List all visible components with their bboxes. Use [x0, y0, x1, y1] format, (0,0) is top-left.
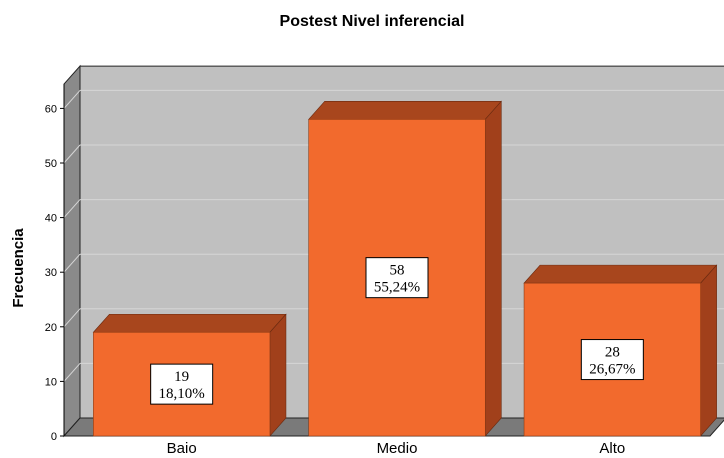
- bar-side: [700, 264, 717, 437]
- data-label-percent: 18,10%: [159, 386, 205, 402]
- y-axis: 0 10 20 30 40 50 60: [45, 84, 65, 443]
- x-axis: Baio Medio Alto: [167, 440, 626, 457]
- bar-top: [308, 101, 502, 120]
- grid-line-side: [63, 199, 81, 218]
- grid-line-side: [63, 363, 81, 382]
- y-axis-label: Frecuencia: [10, 228, 27, 308]
- y-tick-label: 40: [45, 213, 57, 225]
- y-tick-label: 30: [45, 267, 57, 279]
- grid-line-side: [63, 90, 81, 109]
- data-label-percent: 55,24%: [374, 280, 420, 296]
- y-tick-label: 0: [51, 431, 57, 443]
- data-label-value: 19: [174, 369, 189, 385]
- data-label-box: [150, 363, 214, 405]
- x-tick-label: Baio: [167, 440, 197, 457]
- data-label-percent: 26,67%: [589, 362, 635, 378]
- grid-line-side: [63, 253, 81, 273]
- data-label-value: 28: [605, 345, 620, 361]
- x-tick-label: Medio: [377, 440, 418, 457]
- data-label-box: [365, 257, 429, 299]
- grid-line-side: [63, 144, 81, 164]
- data-label-value: 58: [390, 263, 405, 279]
- bar-side: [269, 313, 287, 437]
- data-label-box: [580, 339, 644, 381]
- bar-top: [523, 264, 718, 284]
- y-tick-label: 20: [45, 322, 57, 334]
- y-tick-label: 10: [45, 376, 57, 388]
- x-tick-label: Alto: [599, 440, 625, 457]
- chart-title: Postest Nivel inferencial: [280, 13, 465, 30]
- y-tick-label: 60: [45, 103, 57, 115]
- y-tick-label: 50: [45, 158, 57, 170]
- grid-line-side: [63, 308, 81, 328]
- plot-left-wall: [63, 64, 81, 438]
- bar-side: [484, 100, 502, 437]
- bar-top: [92, 313, 287, 333]
